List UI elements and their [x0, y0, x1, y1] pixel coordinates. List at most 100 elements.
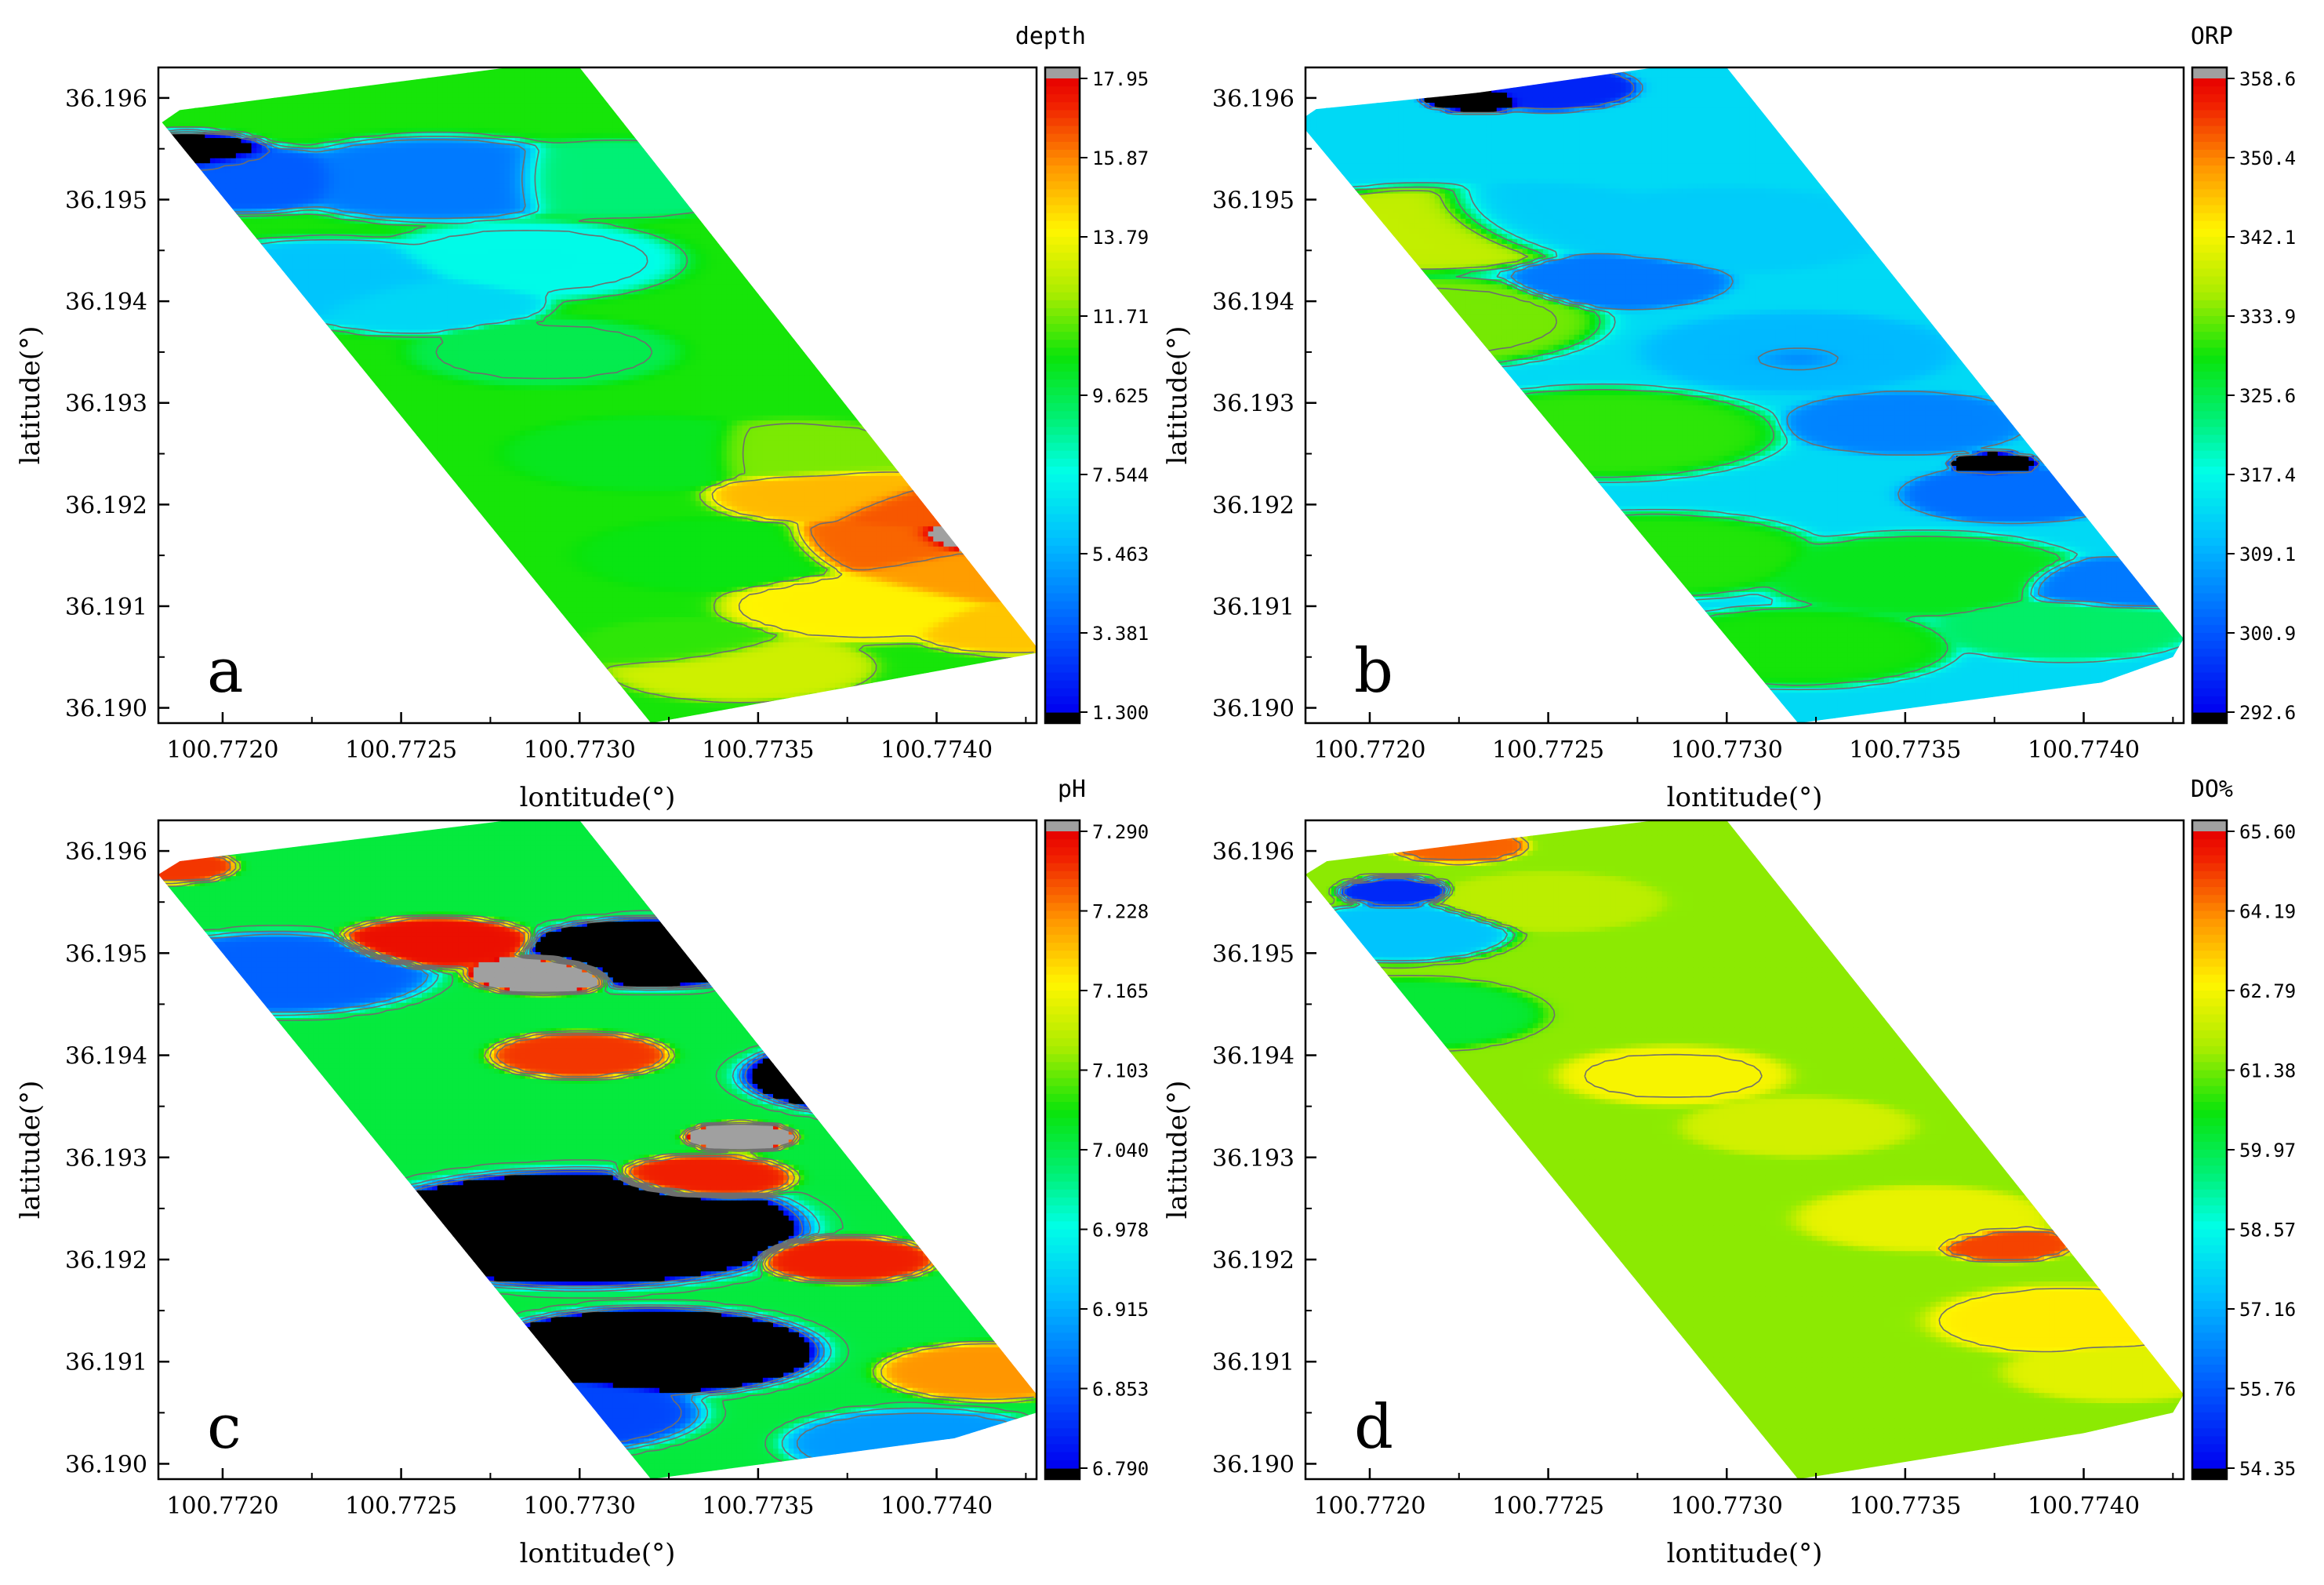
x-tick-label: 100.7735	[702, 736, 814, 764]
y-axis-label: latitude(°)	[15, 326, 46, 465]
heatmap-field	[158, 820, 1037, 1480]
heatmap-field	[1305, 67, 2184, 724]
colorbar-tick-label: 13.79	[1092, 227, 1149, 249]
x-axis-label: lontitude(°)	[1667, 1538, 1823, 1569]
x-tick-label: 100.7725	[345, 1492, 457, 1520]
colorbar-tick-label: 59.97	[2239, 1140, 2296, 1161]
colorbar-below-cap	[2192, 712, 2227, 723]
x-tick-label: 100.7740	[881, 1492, 993, 1520]
colorbar-tick-label: 15.87	[1092, 147, 1149, 169]
x-tick-label: 100.7720	[166, 1492, 278, 1520]
y-tick-label: 36.193	[65, 391, 147, 418]
x-tick-label: 100.7740	[881, 736, 993, 764]
y-tick-label: 36.192	[1212, 1247, 1295, 1274]
colorbar-tick-label: 9.625	[1092, 385, 1149, 407]
y-tick-label: 36.195	[65, 187, 147, 214]
x-axis-label: lontitude(°)	[520, 1538, 676, 1569]
heatmap-field	[158, 67, 1037, 724]
colorbar-above-cap	[2192, 67, 2227, 78]
x-tick-label: 100.7725	[1492, 736, 1604, 764]
panel-d: 100.7720 100.7725 100.7730 100.7735 100.7740…	[1162, 776, 2296, 1569]
panel-letter: d	[1354, 1392, 1393, 1463]
colorbar-tick-label: 58.57	[2239, 1220, 2296, 1241]
y-axis-label: latitude(°)	[1162, 1081, 1193, 1220]
colorbar-below-cap	[1045, 1468, 1080, 1479]
colorbar-title: DO%	[2191, 776, 2233, 803]
y-tick-label: 36.195	[1212, 187, 1295, 214]
colorbar-above-cap	[1045, 67, 1080, 78]
y-tick-label: 36.193	[1212, 391, 1295, 418]
x-tick-label: 100.7720	[1313, 736, 1425, 764]
panel-letter: b	[1354, 636, 1393, 707]
panel-a: 100.7720 100.7725 100.7730 100.7735 100.7740…	[15, 23, 1149, 813]
panel-c: 100.7720 100.7725 100.7730 100.7735 100.7740…	[15, 776, 1149, 1569]
y-tick-label: 36.196	[65, 838, 147, 866]
colorbar-tick-label: 61.38	[2239, 1060, 2296, 1082]
colorbar-title: pH	[1058, 776, 1086, 803]
x-tick-label: 100.7730	[1671, 1492, 1783, 1520]
colorbar-tick-label: 342.1	[2239, 227, 2296, 249]
y-tick-label: 36.191	[65, 594, 147, 621]
y-tick-label: 36.196	[1212, 85, 1295, 113]
colorbar-tick-label: 65.60	[2239, 821, 2296, 843]
colorbar-tick-label: 6.915	[1092, 1299, 1149, 1321]
y-tick-label: 36.194	[65, 1043, 147, 1071]
colorbar-tick-label: 309.1	[2239, 543, 2296, 565]
colorbar-tick-label: 7.165	[1092, 980, 1149, 1002]
colorbar: 7.2907.2287.1657.1037.0406.9786.9156.853…	[1045, 776, 1149, 1480]
x-tick-label: 100.7730	[524, 1492, 636, 1520]
y-tick-label: 36.190	[1212, 1451, 1295, 1478]
colorbar-below-cap	[2192, 1468, 2227, 1479]
colorbar-tick-label: 6.978	[1092, 1220, 1149, 1241]
colorbar-tick-label: 55.76	[2239, 1379, 2296, 1401]
y-tick-label: 36.193	[65, 1145, 147, 1172]
y-tick-label: 36.194	[65, 289, 147, 316]
colorbar-tick-label: 54.35	[2239, 1458, 2296, 1480]
colorbar-tick-label: 17.95	[1092, 68, 1149, 90]
y-tick-label: 36.190	[65, 1451, 147, 1478]
x-tick-label: 100.7725	[1492, 1492, 1604, 1520]
y-tick-label: 36.193	[1212, 1145, 1295, 1172]
colorbar: 358.6350.4342.1333.9325.6317.4309.1300.9…	[2191, 23, 2296, 724]
x-tick-label: 100.7725	[345, 736, 457, 764]
heatmap-field	[1305, 820, 2184, 1480]
y-axis-label: latitude(°)	[1162, 326, 1193, 465]
colorbar-title: ORP	[2191, 23, 2233, 50]
x-tick-label: 100.7720	[1313, 1492, 1425, 1520]
colorbar-above-cap	[1045, 820, 1080, 831]
y-tick-label: 36.194	[1212, 1043, 1295, 1071]
panel-letter: c	[207, 1392, 241, 1463]
y-tick-label: 36.192	[65, 1247, 147, 1274]
colorbar-tick-label: 6.853	[1092, 1379, 1149, 1401]
y-axis-label: latitude(°)	[15, 1081, 46, 1220]
colorbar-tick-label: 11.71	[1092, 306, 1149, 328]
x-tick-label: 100.7730	[1671, 736, 1783, 764]
colorbar-tick-label: 317.4	[2239, 464, 2296, 486]
colorbar-tick-label: 7.040	[1092, 1140, 1149, 1161]
colorbar-tick-label: 358.6	[2239, 68, 2296, 90]
y-tick-label: 36.196	[65, 85, 147, 113]
x-axis-label: lontitude(°)	[1667, 782, 1823, 813]
colorbar-tick-label: 62.79	[2239, 980, 2296, 1002]
colorbar-tick-label: 64.19	[2239, 901, 2296, 923]
panel-letter: a	[207, 636, 244, 707]
x-tick-label: 100.7720	[166, 736, 278, 764]
colorbar-tick-label: 7.544	[1092, 464, 1149, 486]
colorbar-tick-label: 7.228	[1092, 901, 1149, 923]
y-tick-label: 36.191	[1212, 1349, 1295, 1376]
y-tick-label: 36.190	[1212, 696, 1295, 723]
y-tick-label: 36.191	[1212, 594, 1295, 621]
colorbar-tick-label: 292.6	[2239, 702, 2296, 724]
x-tick-label: 100.7735	[1849, 1492, 1961, 1520]
colorbar-tick-label: 5.463	[1092, 543, 1149, 565]
colorbar-above-cap	[2192, 820, 2227, 831]
colorbar-tick-label: 7.103	[1092, 1060, 1149, 1082]
y-tick-label: 36.196	[1212, 838, 1295, 866]
colorbar-tick-label: 57.16	[2239, 1299, 2296, 1321]
colorbar-tick-label: 300.9	[2239, 623, 2296, 645]
y-tick-label: 36.192	[65, 492, 147, 519]
colorbar-title: depth	[1015, 23, 1086, 50]
colorbar-below-cap	[1045, 712, 1080, 723]
x-tick-label: 100.7735	[1849, 736, 1961, 764]
